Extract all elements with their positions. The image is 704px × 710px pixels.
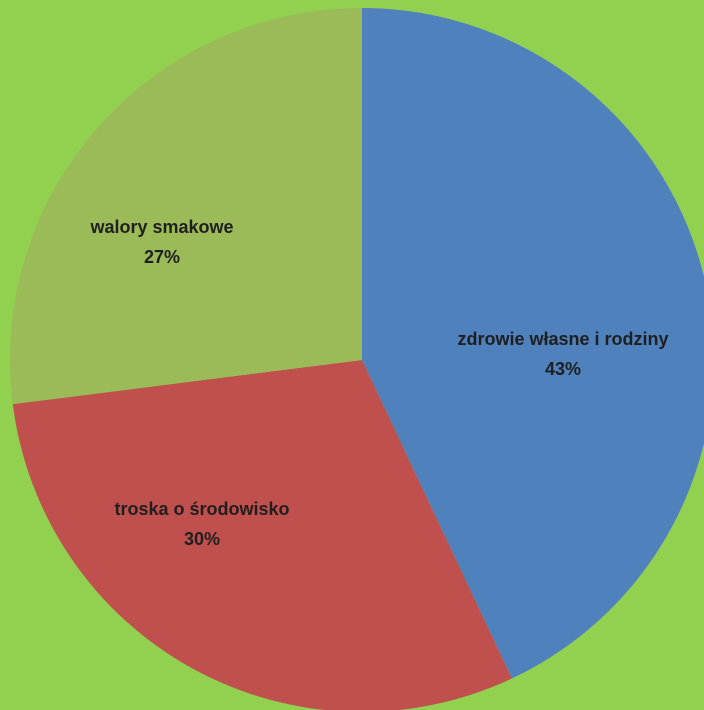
slice-value-troska: 30% xyxy=(184,529,220,549)
pie-slice-zdrowie xyxy=(362,8,704,679)
pie-slice-walory xyxy=(10,8,362,405)
pie-labels: zdrowie własne i rodziny 43% troska o środ… xyxy=(89,217,668,549)
slice-value-zdrowie: 43% xyxy=(545,359,581,379)
pie-slices xyxy=(10,8,704,710)
slice-label-troska: troska o środowisko xyxy=(114,499,289,519)
slice-label-zdrowie: zdrowie własne i rodziny xyxy=(457,329,668,349)
slice-label-walory: walory smakowe xyxy=(89,217,233,237)
slice-value-walory: 27% xyxy=(144,247,180,267)
pie-slice-troska xyxy=(12,360,512,710)
